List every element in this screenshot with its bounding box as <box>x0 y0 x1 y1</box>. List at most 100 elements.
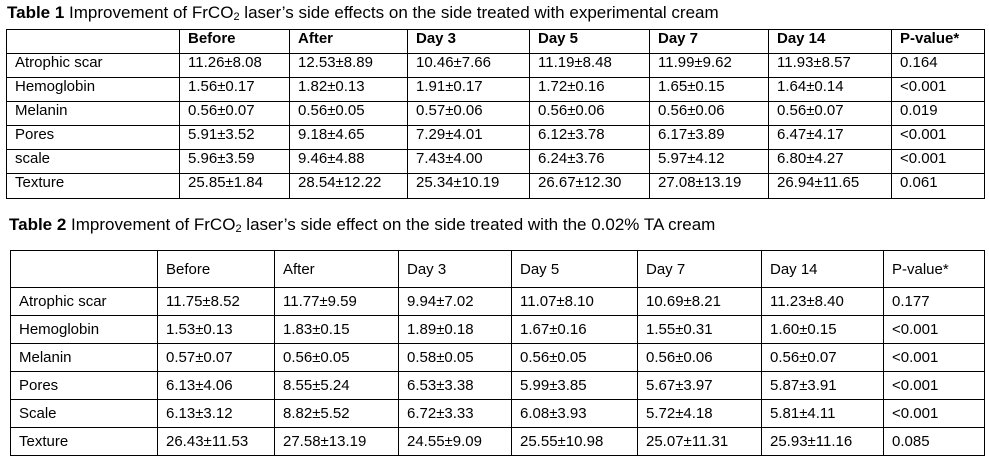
header-cell: After <box>274 250 399 288</box>
data-cell: 8.82±5.52 <box>274 399 399 428</box>
data-cell: 0.019 <box>891 101 985 126</box>
header-cell: Day 7 <box>637 250 762 288</box>
header-cell: Before <box>179 29 290 54</box>
data-cell: 11.07±8.10 <box>511 287 638 316</box>
data-cell: 6.47±4.17 <box>768 125 892 150</box>
data-cell: 26.43±11.53 <box>157 427 275 456</box>
row-label-cell: Scale <box>10 399 158 428</box>
header-cell: Day 14 <box>761 250 884 288</box>
data-cell: 1.72±0.16 <box>529 77 650 102</box>
data-cell: 0.56±0.05 <box>511 343 638 372</box>
data-cell: 26.94±11.65 <box>768 173 892 199</box>
table2-caption-label: Table 2 <box>9 215 67 234</box>
data-cell: 11.77±9.59 <box>274 287 399 316</box>
data-cell: 0.56±0.06 <box>637 343 762 372</box>
table1-body: Before After Day 3 Day 5 Day 7 Day 14 P-value*… <box>6 29 985 199</box>
table-row: Scale 6.13±3.12 8.82±5.52 6.72±3.33 6.08±3.9… <box>10 399 985 428</box>
data-cell: 0.085 <box>883 427 985 456</box>
data-cell: <0.001 <box>883 371 985 400</box>
header-cell: Day 3 <box>398 250 512 288</box>
data-cell: 24.55±9.09 <box>398 427 512 456</box>
row-label-cell: Melanin <box>6 101 180 126</box>
table2-body: Before After Day 3 Day 5 Day 7 Day 14 P-value*… <box>10 250 985 456</box>
data-cell: 0.56±0.05 <box>289 101 408 126</box>
header-cell <box>10 250 158 288</box>
data-cell: 0.57±0.06 <box>407 101 530 126</box>
data-cell: 6.13±3.12 <box>157 399 275 428</box>
table1-caption-label: Table 1 <box>7 3 65 22</box>
table2: Before After Day 3 Day 5 Day 7 Day 14 P-value*… <box>10 250 985 456</box>
header-cell <box>6 29 180 54</box>
table2-caption-subscript: 2 <box>235 223 242 235</box>
row-label-cell: Hemoglobin <box>10 315 158 344</box>
data-cell: 11.75±8.52 <box>157 287 275 316</box>
data-cell: 0.58±0.05 <box>398 343 512 372</box>
data-cell: 1.91±0.17 <box>407 77 530 102</box>
row-label-cell: Texture <box>6 173 180 199</box>
table1-header-row: Before After Day 3 Day 5 Day 7 Day 14 P-value* <box>6 29 985 54</box>
data-cell: 28.54±12.22 <box>289 173 408 199</box>
row-label-cell: Atrophic scar <box>10 287 158 316</box>
data-cell: 0.56±0.06 <box>649 101 769 126</box>
data-cell: 5.99±3.85 <box>511 371 638 400</box>
table-row: Texture 26.43±11.53 27.58±13.19 24.55±9.09 2… <box>10 427 985 456</box>
row-label-cell: Pores <box>10 371 158 400</box>
data-cell: 11.93±8.57 <box>768 53 892 78</box>
header-cell: Day 5 <box>529 29 650 54</box>
table-row: Melanin 0.56±0.07 0.56±0.05 0.57±0.06 0.56±0… <box>6 101 985 126</box>
data-cell: 6.72±3.33 <box>398 399 512 428</box>
data-cell: <0.001 <box>883 315 985 344</box>
table1-caption-text-end: laser’s side effects on the side treated… <box>239 3 719 22</box>
table-row: Atrophic scar 11.75±8.52 11.77±9.59 9.94±7.… <box>10 287 985 316</box>
data-cell: 1.65±0.15 <box>649 77 769 102</box>
data-cell: 6.13±4.06 <box>157 371 275 400</box>
table-row: Hemoglobin 1.56±0.17 1.82±0.13 1.91±0.17 1.7… <box>6 77 985 102</box>
table-row: scale 5.96±3.59 9.46±4.88 7.43±4.00 6.24±3.7… <box>6 149 985 174</box>
data-cell: 5.67±3.97 <box>637 371 762 400</box>
data-cell: 0.56±0.07 <box>768 101 892 126</box>
data-cell: 0.061 <box>891 173 985 199</box>
data-cell: 8.55±5.24 <box>274 371 399 400</box>
row-label-cell: Texture <box>10 427 158 456</box>
header-cell: Day 14 <box>768 29 892 54</box>
row-label-cell: scale <box>6 149 180 174</box>
header-cell: P-value* <box>883 250 985 288</box>
data-cell: 1.64±0.14 <box>768 77 892 102</box>
data-cell: 6.80±4.27 <box>768 149 892 174</box>
data-cell: 9.46±4.88 <box>289 149 408 174</box>
table1-caption: Table 1 Improvement of FrCO2 laser’s sid… <box>7 3 719 23</box>
data-cell: 6.08±3.93 <box>511 399 638 428</box>
data-cell: <0.001 <box>883 399 985 428</box>
data-cell: 5.72±4.18 <box>637 399 762 428</box>
row-label-cell: Pores <box>6 125 180 150</box>
data-cell: 1.83±0.15 <box>274 315 399 344</box>
table1: Before After Day 3 Day 5 Day 7 Day 14 P-value*… <box>6 29 985 199</box>
data-cell: 25.07±11.31 <box>637 427 762 456</box>
row-label-cell: Hemoglobin <box>6 77 180 102</box>
data-cell: 1.56±0.17 <box>179 77 290 102</box>
data-cell: 1.53±0.13 <box>157 315 275 344</box>
table2-header-row: Before After Day 3 Day 5 Day 7 Day 14 P-value* <box>10 250 985 288</box>
table1-caption-text: Improvement of FrCO <box>64 3 234 22</box>
data-cell: <0.001 <box>891 125 985 150</box>
table-row: Pores 6.13±4.06 8.55±5.24 6.53±3.38 5.99±3.8… <box>10 371 985 400</box>
data-cell: 11.26±8.08 <box>179 53 290 78</box>
data-cell: 6.12±3.78 <box>529 125 650 150</box>
data-cell: 1.82±0.13 <box>289 77 408 102</box>
data-cell: <0.001 <box>883 343 985 372</box>
data-cell: 1.67±0.16 <box>511 315 638 344</box>
data-cell: 7.29±4.01 <box>407 125 530 150</box>
data-cell: 11.99±9.62 <box>649 53 769 78</box>
data-cell: 0.164 <box>891 53 985 78</box>
header-cell: Day 3 <box>407 29 530 54</box>
data-cell: 11.23±8.40 <box>761 287 884 316</box>
row-label-cell: Atrophic scar <box>6 53 180 78</box>
data-cell: 10.46±7.66 <box>407 53 530 78</box>
data-cell: 0.56±0.06 <box>529 101 650 126</box>
data-cell: 7.43±4.00 <box>407 149 530 174</box>
table-row: Hemoglobin 1.53±0.13 1.83±0.15 1.89±0.18 1.6… <box>10 315 985 344</box>
data-cell: 9.18±4.65 <box>289 125 408 150</box>
table2-caption-text: Improvement of FrCO <box>66 215 236 234</box>
data-cell: 11.19±8.48 <box>529 53 650 78</box>
data-cell: 0.57±0.07 <box>157 343 275 372</box>
